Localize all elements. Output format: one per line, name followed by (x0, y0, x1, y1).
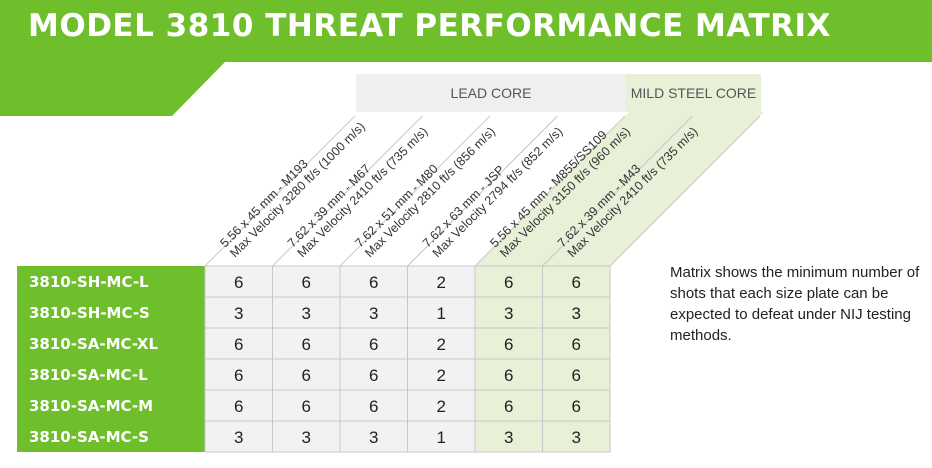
table-cell (407, 389, 476, 422)
row-label-bg (17, 297, 205, 328)
column-divider-1 (272, 115, 423, 267)
row-label: 3810-SA-MC-S (29, 428, 149, 446)
table-cell (272, 358, 341, 391)
matrix-note: Matrix shows the minimum number of shots… (670, 264, 920, 344)
cell-value: 6 (302, 335, 311, 354)
lead-core-group-label: LEAD CORE (356, 74, 626, 112)
cell-value: 6 (572, 397, 581, 416)
row-label-bg (17, 266, 205, 297)
column-header-bg-5 (475, 112, 697, 266)
table-cell (542, 296, 611, 329)
table-cell (339, 265, 408, 298)
cell-value: 3 (369, 304, 378, 323)
cell-value: 1 (437, 428, 446, 447)
column-divider-5 (542, 115, 693, 267)
mild-steel-core-group-label: MILD STEEL CORE (626, 74, 761, 112)
cell-value: 3 (234, 428, 243, 447)
table-cell (407, 358, 476, 391)
table-cell (204, 389, 273, 422)
cell-value: 3 (369, 428, 378, 447)
page-title: MODEL 3810 THREAT PERFORMANCE MATRIX (28, 8, 831, 44)
cell-value: 6 (504, 366, 513, 385)
table-cell (204, 420, 273, 453)
cell-value: 6 (369, 366, 378, 385)
cell-value: 6 (234, 366, 243, 385)
cell-value: 6 (369, 335, 378, 354)
cell-value: 6 (504, 397, 513, 416)
cell-value: 6 (302, 366, 311, 385)
cell-value: 6 (234, 335, 243, 354)
table-cell (339, 358, 408, 391)
cell-value: 6 (302, 273, 311, 292)
row-label: 3810-SA-MC-XL (29, 335, 158, 353)
cell-value: 2 (437, 397, 446, 416)
title-banner-shape (0, 0, 932, 116)
cell-value: 3 (572, 428, 581, 447)
cell-value: 3 (234, 304, 243, 323)
cell-value: 2 (437, 366, 446, 385)
cell-value: 6 (572, 366, 581, 385)
cell-value: 6 (234, 397, 243, 416)
column-divider-6 (609, 115, 761, 267)
row-label-bg (17, 390, 205, 421)
cell-value: 6 (572, 335, 581, 354)
table-cell (272, 327, 341, 360)
cell-value: 6 (504, 335, 513, 354)
table-cell (407, 296, 476, 329)
column-header-bg-6 (542, 112, 764, 266)
cell-value: 3 (572, 304, 581, 323)
cell-value: 3 (302, 304, 311, 323)
cell-value: 3 (504, 304, 513, 323)
row-label-bg (17, 359, 205, 390)
cell-value: 1 (437, 304, 446, 323)
row-label: 3810-SH-MC-S (29, 304, 150, 322)
table-cell (542, 389, 611, 422)
cell-value: 6 (234, 273, 243, 292)
table-cell (474, 265, 543, 298)
table-cell (542, 265, 611, 298)
cell-value: 2 (437, 335, 446, 354)
column-divider-2 (339, 115, 491, 267)
cell-value: 6 (302, 397, 311, 416)
row-label-bg (17, 421, 205, 452)
cell-value: 2 (437, 273, 446, 292)
table-cell (542, 420, 611, 453)
table-cell (407, 327, 476, 360)
column-divider-3 (407, 115, 558, 267)
table-cell (407, 265, 476, 298)
table-cell (407, 420, 476, 453)
row-label: 3810-SA-MC-M (29, 397, 153, 415)
row-label: 3810-SH-MC-L (29, 273, 149, 291)
row-label: 3810-SA-MC-L (29, 366, 148, 384)
table-cell (474, 389, 543, 422)
column-divider-4 (474, 115, 626, 267)
column-divider-0 (204, 115, 356, 267)
table-cell (272, 265, 341, 298)
cell-value: 6 (572, 273, 581, 292)
cell-value: 6 (369, 273, 378, 292)
cell-value: 3 (302, 428, 311, 447)
row-label-bg (17, 328, 205, 359)
table-cell (339, 420, 408, 453)
table-cell (204, 296, 273, 329)
cell-value: 6 (369, 397, 378, 416)
cell-value: 6 (504, 273, 513, 292)
cell-value: 3 (504, 428, 513, 447)
